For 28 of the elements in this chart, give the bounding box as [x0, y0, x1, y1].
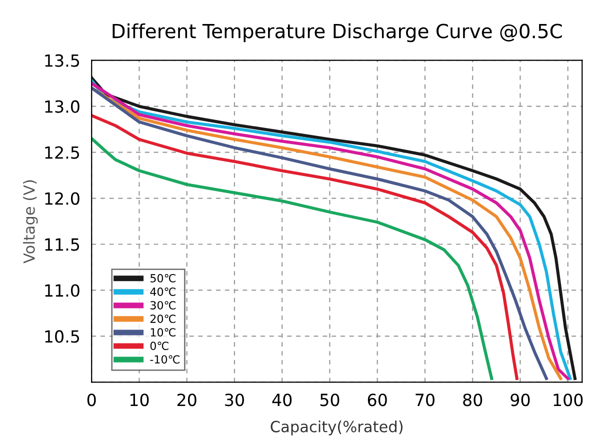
legend-label: -10℃: [150, 355, 180, 364]
y-tick-label: 12.5: [45, 146, 80, 159]
x-tick-label: 30: [225, 394, 244, 406]
x-tick-label: 20: [177, 394, 196, 406]
y-tick-label: 12.0: [45, 192, 80, 205]
x-tick-label: 80: [463, 394, 482, 406]
x-tick-label: 90: [510, 394, 530, 406]
legend-label: 10℃: [150, 328, 176, 337]
y-tick-label: 11.5: [45, 238, 80, 251]
chart-title: Different Temperature Discharge Curve @0.5C: [112, 23, 562, 42]
x-axis-title: Capacity(%rated): [270, 420, 403, 436]
legend-label: 0℃: [150, 342, 168, 350]
y-axis-title: Voltage (V): [23, 180, 38, 264]
x-tick-label: 100: [554, 394, 583, 406]
y-tick-label: 10.5: [45, 330, 80, 343]
x-tick-label: 60: [368, 394, 387, 406]
x-tick-label: 50: [320, 394, 340, 406]
y-tick-label: 11.0: [45, 284, 80, 297]
y-tick-label: 13.0: [45, 100, 80, 113]
y-tick-label: 13.5: [45, 54, 80, 67]
x-tick-label: 40: [272, 394, 292, 406]
x-tick-label: 10: [130, 394, 149, 406]
x-tick-label: 0: [87, 394, 96, 406]
legend-label: 30℃: [150, 301, 176, 310]
legend-label: 40℃: [150, 288, 176, 296]
x-tick-label: 70: [416, 394, 434, 406]
legend-label: 20℃: [150, 314, 176, 323]
legend-label: 50℃: [150, 274, 176, 282]
